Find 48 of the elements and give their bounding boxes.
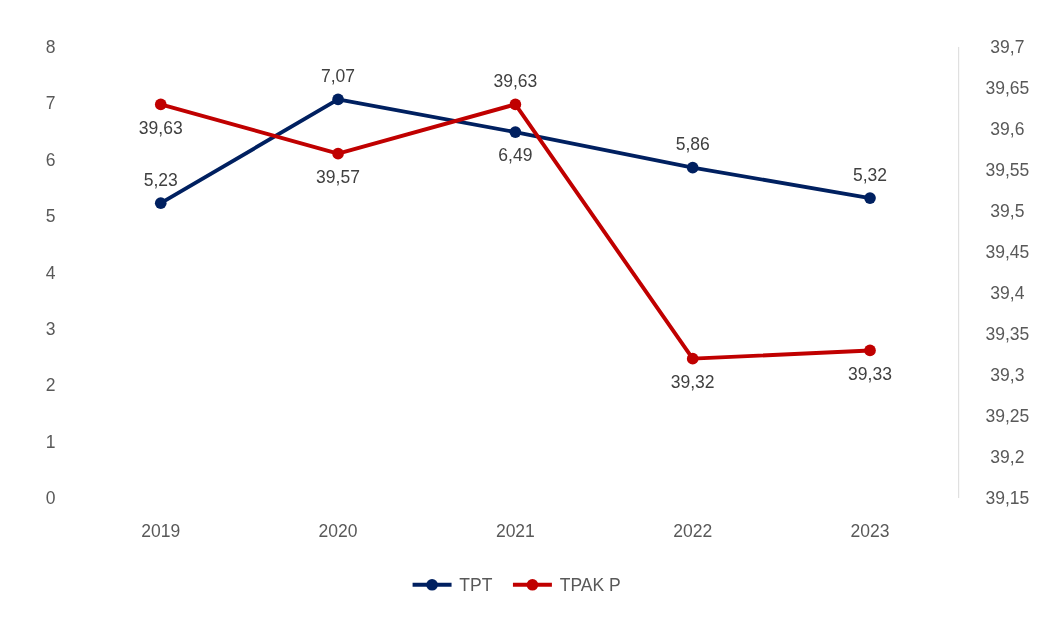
legend-label: TPT [459,574,493,595]
point [686,161,699,174]
x-tick-label: 2021 [495,521,535,542]
y2-tick-label: 39,4 [990,283,1025,304]
y-tick-label: 1 [45,431,56,452]
y2-tick-label: 39,55 [985,160,1030,181]
y2-tick-label: 39,65 [985,78,1030,99]
y-tick-label: 4 [45,262,56,283]
y2-tick-label: 39,2 [990,447,1025,468]
data-label: 5,86 [675,134,710,155]
point [154,98,167,111]
y-tick-label: 6 [45,149,56,170]
y-tick-label: 5 [45,206,56,227]
point [509,98,522,111]
data-label: 7,07 [321,65,356,86]
point [864,192,876,204]
y-tick-label: 8 [45,37,56,58]
y-tick-label: 7 [45,93,56,114]
data-label: 39,57 [316,166,360,187]
x-tick-label: 2022 [673,521,713,542]
y2-tick-label: 39,6 [990,119,1025,140]
x-tick-label: 2020 [318,521,358,542]
x-tick-label: 2023 [850,521,890,542]
data-label: 39,63 [493,70,538,91]
y2-tick-label: 39,25 [985,406,1030,427]
point [509,126,522,138]
data-label: 39,33 [848,363,892,384]
point [864,344,876,357]
x-tick-label: 2019 [141,521,181,542]
y-tick-label: 0 [45,488,56,509]
data-label: 39,32 [670,371,715,392]
point [332,147,344,160]
point [154,197,167,210]
legend-label: TPAK P [559,574,621,595]
point [686,352,699,365]
data-label: 5,23 [143,169,178,190]
y2-tick-label: 39,35 [985,324,1030,345]
y-tick-label: 3 [45,319,56,340]
data-label: 6,49 [498,145,533,166]
data-label: 39,63 [138,117,183,138]
y2-tick-label: 39,15 [985,488,1030,509]
y2-tick-label: 39,5 [990,201,1025,222]
y2-tick-label: 39,45 [985,242,1030,263]
y2-tick-label: 39,7 [990,37,1025,58]
point [332,93,344,106]
y-tick-label: 2 [45,375,56,396]
data-label: 5,32 [852,164,888,185]
y2-tick-label: 39,3 [990,365,1025,386]
